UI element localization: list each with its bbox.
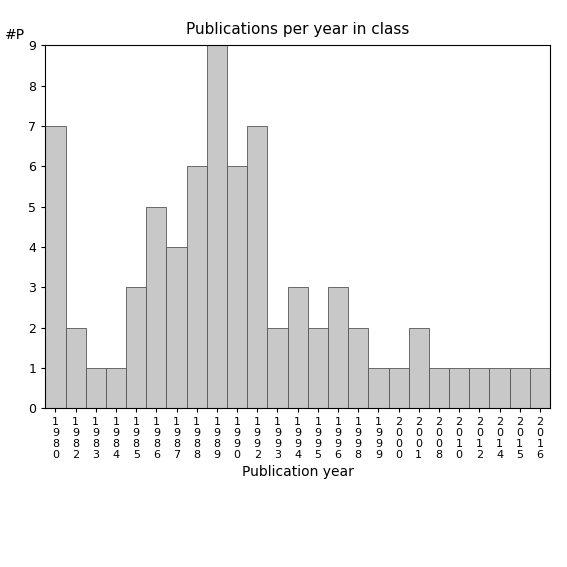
Bar bbox=[106, 368, 126, 408]
Title: Publications per year in class: Publications per year in class bbox=[186, 22, 409, 37]
Bar bbox=[388, 368, 409, 408]
Bar bbox=[66, 328, 86, 408]
Bar bbox=[287, 287, 308, 408]
Bar bbox=[510, 368, 530, 408]
Bar bbox=[429, 368, 449, 408]
Bar bbox=[86, 368, 106, 408]
Bar bbox=[308, 328, 328, 408]
Bar bbox=[369, 368, 388, 408]
Bar bbox=[207, 45, 227, 408]
Bar bbox=[146, 206, 167, 408]
Bar bbox=[247, 126, 268, 408]
Bar bbox=[187, 166, 207, 408]
Bar bbox=[449, 368, 469, 408]
Bar bbox=[530, 368, 550, 408]
Bar bbox=[167, 247, 187, 408]
Bar bbox=[126, 287, 146, 408]
Bar bbox=[328, 287, 348, 408]
Bar bbox=[268, 328, 287, 408]
Bar bbox=[489, 368, 510, 408]
Bar bbox=[409, 328, 429, 408]
Bar bbox=[469, 368, 489, 408]
Bar bbox=[348, 328, 369, 408]
Text: #P: #P bbox=[5, 28, 25, 42]
Bar bbox=[227, 166, 247, 408]
Bar bbox=[45, 126, 66, 408]
X-axis label: Publication year: Publication year bbox=[242, 465, 354, 479]
